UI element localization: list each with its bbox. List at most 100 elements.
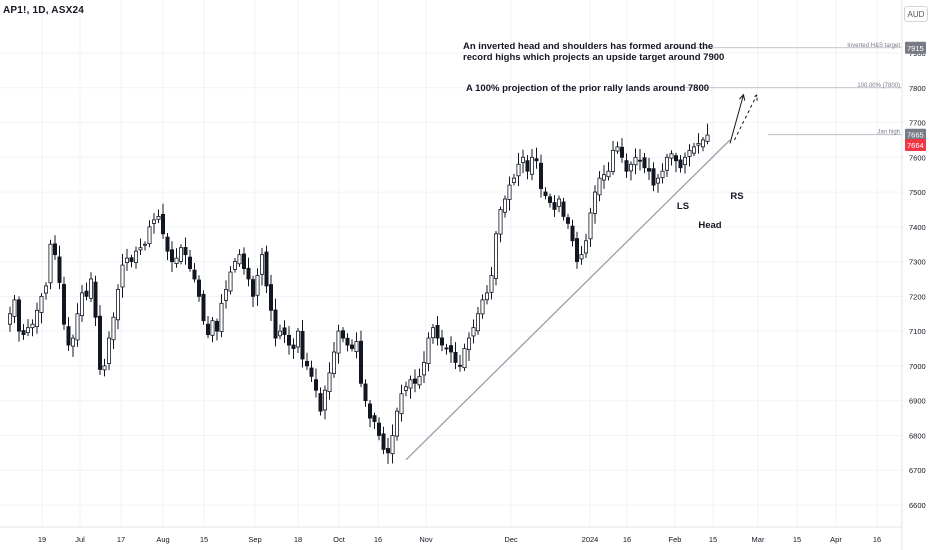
candle bbox=[66, 317, 71, 351]
candle bbox=[156, 209, 161, 224]
pattern-label-head: Head bbox=[698, 220, 721, 231]
candle bbox=[201, 290, 206, 325]
candle-body bbox=[336, 330, 341, 354]
candle bbox=[548, 193, 553, 208]
candle bbox=[624, 153, 629, 178]
candle-body bbox=[259, 254, 264, 275]
candle bbox=[151, 213, 156, 234]
candle bbox=[678, 154, 683, 173]
candle bbox=[701, 136, 706, 152]
y-tick-label: 6800 bbox=[909, 431, 926, 440]
candle bbox=[543, 187, 548, 200]
candle-body bbox=[638, 159, 643, 162]
candle-body bbox=[417, 375, 422, 386]
x-tick-label: Apr bbox=[830, 535, 842, 544]
candle bbox=[466, 332, 471, 361]
candle-body bbox=[701, 139, 706, 148]
arrow-dashed-head bbox=[751, 93, 758, 101]
pattern-label-ls: LS bbox=[677, 201, 689, 212]
candle-body bbox=[7, 313, 12, 325]
candle-body bbox=[151, 219, 156, 224]
candle bbox=[579, 246, 584, 265]
candle bbox=[561, 197, 566, 221]
candle-body bbox=[273, 309, 278, 339]
candle-body bbox=[44, 285, 49, 294]
candle-body bbox=[286, 334, 291, 346]
candle-body bbox=[656, 177, 661, 184]
y-tick-label: 7100 bbox=[909, 327, 926, 336]
candle bbox=[597, 171, 602, 202]
candle bbox=[228, 266, 233, 295]
candle bbox=[651, 162, 656, 192]
annotation-hns: An inverted head and shoulders has forme… bbox=[463, 41, 724, 63]
price-tag-bg bbox=[905, 41, 926, 54]
candle-body bbox=[71, 337, 76, 347]
candle-body bbox=[633, 156, 638, 166]
candle-body bbox=[557, 198, 562, 207]
candle-body bbox=[498, 209, 503, 235]
candle-body bbox=[647, 168, 652, 172]
candle bbox=[557, 195, 562, 213]
candle bbox=[448, 336, 453, 363]
candle bbox=[30, 319, 35, 337]
candle-body bbox=[98, 315, 103, 370]
candle-body bbox=[12, 299, 17, 317]
candle bbox=[498, 206, 503, 243]
candle-body bbox=[502, 198, 507, 213]
candle-body bbox=[385, 448, 390, 454]
candle-body bbox=[219, 302, 224, 332]
candle bbox=[331, 342, 336, 378]
candle bbox=[80, 284, 85, 322]
candle-body bbox=[597, 177, 602, 196]
candle bbox=[214, 318, 219, 341]
candle bbox=[412, 369, 417, 393]
candle-body bbox=[683, 156, 688, 166]
y-tick-label: 6900 bbox=[909, 397, 926, 406]
candle bbox=[593, 185, 598, 224]
candle-body bbox=[291, 344, 296, 349]
candle bbox=[57, 245, 62, 290]
candle bbox=[259, 247, 264, 286]
candle-body bbox=[471, 327, 476, 337]
candle bbox=[660, 163, 665, 184]
candle bbox=[35, 302, 40, 334]
candle-body bbox=[309, 367, 314, 377]
candle-body bbox=[363, 383, 368, 402]
candle bbox=[219, 294, 224, 338]
last-price-tag-bg bbox=[905, 139, 926, 152]
level-label: Inverted H&S target bbox=[847, 43, 900, 49]
currency-badge[interactable]: AUD bbox=[904, 6, 928, 22]
candle bbox=[210, 316, 215, 343]
candle-body bbox=[624, 160, 629, 172]
candle-body bbox=[421, 362, 426, 376]
candle bbox=[615, 141, 620, 154]
candle bbox=[327, 362, 332, 400]
y-tick-label: 7500 bbox=[909, 188, 926, 197]
candle-body bbox=[489, 275, 494, 293]
candle-body bbox=[160, 213, 165, 235]
candle-body bbox=[192, 269, 197, 280]
candle bbox=[408, 375, 413, 399]
candle-body bbox=[282, 327, 287, 336]
candle-body bbox=[480, 299, 485, 315]
candle-body bbox=[611, 149, 616, 172]
candle bbox=[98, 305, 103, 376]
candle bbox=[336, 324, 341, 364]
candle bbox=[187, 250, 192, 272]
candle bbox=[147, 220, 152, 248]
candle bbox=[484, 285, 489, 305]
candle bbox=[295, 327, 300, 353]
candle-body bbox=[246, 267, 251, 280]
candle bbox=[696, 133, 701, 154]
candle-body bbox=[426, 337, 431, 365]
candle bbox=[304, 352, 309, 371]
candle-body bbox=[16, 299, 21, 332]
candle bbox=[602, 165, 607, 189]
candle-body bbox=[187, 256, 192, 269]
candle-body bbox=[403, 386, 408, 391]
candle bbox=[444, 343, 449, 355]
candle bbox=[358, 330, 363, 388]
candle bbox=[102, 358, 107, 377]
candle-body bbox=[331, 351, 336, 375]
